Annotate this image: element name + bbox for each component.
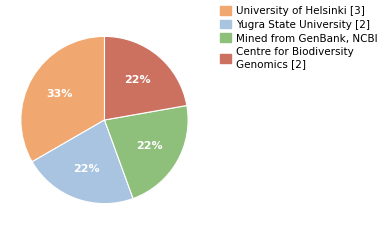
- Wedge shape: [105, 36, 187, 120]
- Wedge shape: [32, 120, 133, 204]
- Legend: University of Helsinki [3], Yugra State University [2], Mined from GenBank, NCBI: University of Helsinki [3], Yugra State …: [218, 4, 380, 71]
- Wedge shape: [21, 36, 104, 162]
- Text: 33%: 33%: [46, 89, 73, 99]
- Text: 22%: 22%: [73, 164, 100, 174]
- Text: 22%: 22%: [136, 141, 163, 151]
- Wedge shape: [105, 106, 188, 198]
- Text: 22%: 22%: [125, 75, 151, 85]
